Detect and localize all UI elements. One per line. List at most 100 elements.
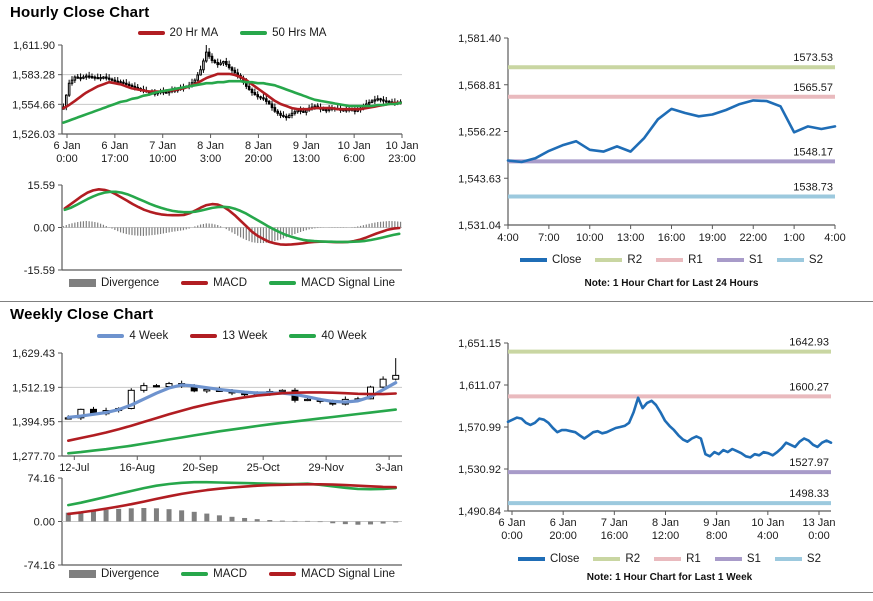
weekly-pivot-legend: Close R2 R1 S1 S2	[508, 553, 831, 565]
svg-text:1,629.43: 1,629.43	[12, 348, 55, 360]
legend-item-weekly-r2: R2	[593, 553, 640, 565]
svg-text:8 Jan: 8 Jan	[197, 140, 224, 152]
bottom-divider	[0, 592, 873, 593]
legend-item-weekly-divergence: Divergence	[69, 568, 159, 580]
hourly-pivot-legend: Close R2 R1 S1 S2	[508, 254, 835, 266]
weekly-divergence-swatch	[69, 570, 96, 578]
svg-text:0:00: 0:00	[56, 153, 77, 165]
weekly-macd-legend: Divergence MACD MACD Signal Line	[62, 568, 402, 580]
svg-text:1,583.28: 1,583.28	[12, 70, 55, 82]
4week-swatch	[97, 334, 125, 338]
legend-item-weekly-macd-signal: MACD Signal Line	[269, 568, 395, 580]
svg-text:8:00: 8:00	[706, 530, 727, 542]
svg-text:25-Oct: 25-Oct	[247, 462, 280, 474]
close-label: Close	[552, 254, 582, 266]
legend-item-weekly-close: Close	[518, 553, 579, 565]
svg-text:1,554.66: 1,554.66	[12, 99, 55, 111]
svg-text:20:00: 20:00	[245, 153, 273, 165]
weekly-macd-signal-label: MACD Signal Line	[301, 568, 396, 580]
svg-text:1,394.95: 1,394.95	[12, 417, 55, 429]
s2-label: S2	[808, 254, 823, 266]
svg-text:23:00: 23:00	[388, 153, 416, 165]
svg-text:1,543.63: 1,543.63	[458, 173, 501, 185]
legend-item-13week: 13 Week	[190, 330, 267, 342]
svg-text:1548.17: 1548.17	[793, 146, 833, 158]
svg-text:22:00: 22:00	[739, 232, 767, 244]
hourly-pivot-chart: 1,581.40 1,568.81 1,556.22 1,543.63 1,531.04…	[458, 33, 846, 244]
svg-text:19:00: 19:00	[699, 232, 727, 244]
hourly-section-title: Hourly Close Chart	[10, 4, 150, 21]
svg-text:0:00: 0:00	[808, 530, 829, 542]
svg-text:17:00: 17:00	[101, 153, 129, 165]
svg-text:10:00: 10:00	[149, 153, 177, 165]
legend-item-s2: S2	[776, 254, 823, 266]
legend-item-50hr-ma: 50 Hrs MA	[240, 27, 326, 39]
svg-text:1:00: 1:00	[783, 232, 804, 244]
svg-text:4:00: 4:00	[757, 530, 778, 542]
svg-text:1642.93: 1642.93	[789, 337, 829, 349]
svg-text:16-Aug: 16-Aug	[120, 462, 155, 474]
s2-swatch	[776, 258, 804, 262]
svg-text:20-Sep: 20-Sep	[182, 462, 217, 474]
svg-text:10:00: 10:00	[576, 232, 604, 244]
svg-text:1,581.40: 1,581.40	[458, 33, 501, 45]
svg-text:1,568.81: 1,568.81	[458, 80, 501, 92]
legend-item-weekly-macd: MACD	[181, 568, 247, 580]
svg-text:1,490.84: 1,490.84	[458, 506, 501, 518]
svg-text:1498.33: 1498.33	[789, 488, 829, 500]
svg-text:6 Jan: 6 Jan	[499, 517, 526, 529]
svg-text:-74.16: -74.16	[24, 560, 55, 572]
50hr-ma-label: 50 Hrs MA	[272, 27, 327, 39]
svg-text:6 Jan: 6 Jan	[54, 140, 81, 152]
svg-text:7:00: 7:00	[538, 232, 559, 244]
weekly-pivot-note: Note: 1 Hour Chart for Last 1 Week	[586, 572, 753, 583]
macd-label: MACD	[213, 277, 248, 289]
20hr-ma-label: 20 Hr MA	[169, 27, 219, 39]
weekly-divergence-label: Divergence	[101, 568, 160, 580]
svg-text:1,531.04: 1,531.04	[458, 220, 501, 232]
weekly-ma-legend: 4 Week 13 Week 40 Week	[62, 330, 402, 342]
weekly-close-swatch	[518, 557, 546, 561]
s1-label: S1	[748, 254, 763, 266]
13week-label: 13 Week	[222, 330, 268, 342]
weekly-s1-label: S1	[746, 553, 761, 565]
section-divider	[0, 301, 873, 302]
4week-label: 4 Week	[129, 330, 169, 342]
divergence-swatch	[69, 279, 96, 287]
svg-text:6 Jan: 6 Jan	[550, 517, 577, 529]
svg-text:13:00: 13:00	[293, 153, 321, 165]
svg-text:7 Jan: 7 Jan	[149, 140, 176, 152]
svg-text:8 Jan: 8 Jan	[245, 140, 272, 152]
hourly-pivot-note: Note: 1 Hour Chart for Last 24 Hours	[584, 278, 759, 289]
legend-item-20hr-ma: 20 Hr MA	[137, 27, 219, 39]
svg-text:74.16: 74.16	[27, 473, 55, 485]
legend-item-4week: 4 Week	[97, 330, 168, 342]
legend-item-weekly-s2: S2	[774, 553, 821, 565]
svg-text:3-Jan: 3-Jan	[375, 462, 403, 474]
legend-item-close: Close	[520, 254, 581, 266]
svg-text:3:00: 3:00	[200, 153, 221, 165]
weekly-s1-swatch	[714, 557, 742, 561]
weekly-r2-label: R2	[625, 553, 641, 565]
legend-item-macd: MACD	[181, 277, 247, 289]
svg-text:1,611.90: 1,611.90	[13, 40, 55, 52]
svg-text:9 Jan: 9 Jan	[703, 517, 730, 529]
svg-text:1,570.99: 1,570.99	[458, 422, 501, 434]
legend-item-divergence: Divergence	[69, 277, 159, 289]
weekly-macd-signal-swatch	[269, 572, 297, 576]
svg-text:12-Jul: 12-Jul	[59, 462, 89, 474]
legend-item-r2: R2	[595, 254, 642, 266]
hourly-ma-legend: 20 Hr MA 50 Hrs MA	[62, 27, 402, 39]
r2-swatch	[595, 258, 623, 262]
r1-label: R1	[688, 254, 703, 266]
svg-text:0.00: 0.00	[34, 517, 55, 529]
svg-text:10 Jan: 10 Jan	[338, 140, 371, 152]
svg-text:13:00: 13:00	[617, 232, 645, 244]
svg-text:1565.57: 1565.57	[793, 82, 833, 94]
svg-text:0:00: 0:00	[501, 530, 522, 542]
svg-text:1,556.22: 1,556.22	[458, 127, 501, 139]
svg-text:7 Jan: 7 Jan	[601, 517, 628, 529]
40week-label: 40 Week	[321, 330, 367, 342]
svg-text:6 Jan: 6 Jan	[101, 140, 128, 152]
